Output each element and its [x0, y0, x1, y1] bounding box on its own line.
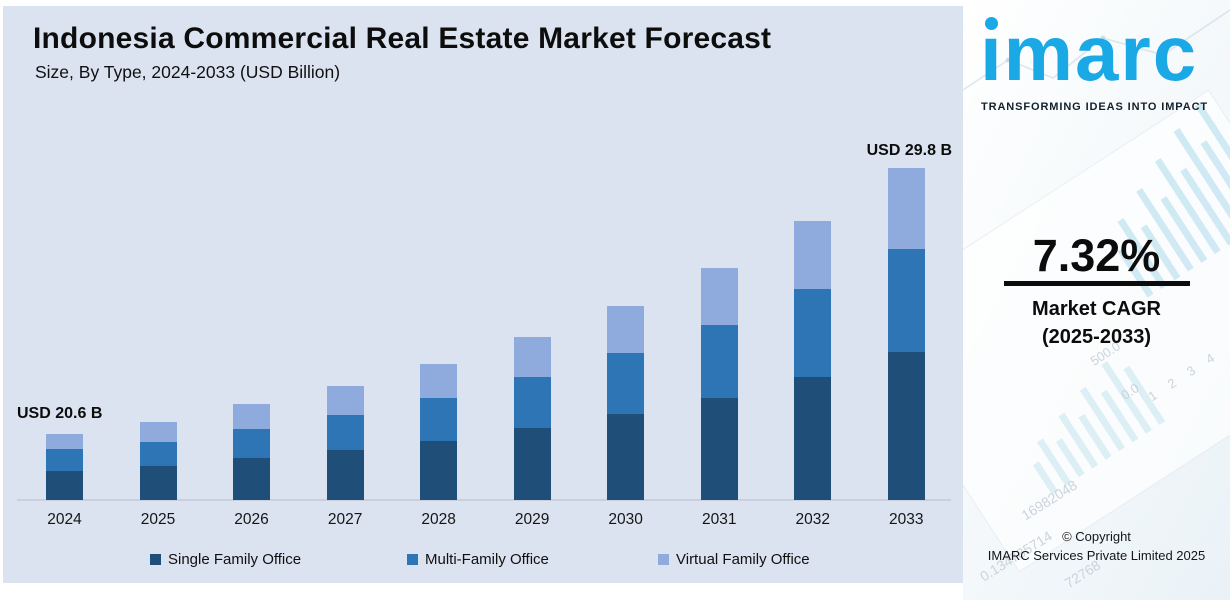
chart-subtitle: Size, By Type, 2024-2033 (USD Billion): [35, 62, 341, 82]
legend-label: Multi-Family Office: [425, 551, 549, 568]
x-axis-label-2027: 2027: [327, 511, 363, 528]
bar-2025: [139, 422, 177, 500]
x-axis-label-2026: 2026: [234, 511, 269, 528]
bar-segment-multi-family-office-2024: [46, 449, 83, 471]
bar-2030: [607, 306, 645, 500]
bar-segment-single-family-office-2025: [139, 466, 177, 500]
bar-segment-single-family-office-2032: [794, 377, 832, 500]
x-axis-label-2025: 2025: [140, 511, 176, 528]
bar-segment-multi-family-office-2029: [513, 377, 551, 428]
bar-segment-virtual-family-office-2030: [607, 306, 645, 353]
bar-segment-single-family-office-2033: [887, 352, 925, 500]
bar-segment-virtual-family-office-2027: [326, 386, 364, 415]
chart-section: Indonesia Commercial Real Estate Market …: [3, 6, 963, 583]
bar-2029: [513, 337, 551, 500]
cagr-period: (2025-2033): [1042, 326, 1151, 348]
legend-item-virtual-family-office: Virtual Family Office: [658, 551, 810, 568]
x-axis-label-2029: 2029: [514, 511, 550, 528]
legend-swatch-icon: [407, 554, 418, 565]
chart-title: Indonesia Commercial Real Estate Market …: [33, 22, 772, 55]
imarc-tagline: TRANSFORMING IDEAS INTO IMPACT: [981, 101, 1209, 113]
background-linechart-decoration: [963, 9, 1230, 91]
bar-segment-multi-family-office-2025: [139, 442, 177, 466]
imarc-logo-dot-icon: [985, 17, 998, 30]
legend-item-multi-family-office: Multi-Family Office: [407, 551, 549, 568]
brand-panel: 500.0 0.0 1 2 3 4 16982048 0.134785714 72768 …: [963, 0, 1230, 600]
legend-label: Single Family Office: [168, 551, 302, 568]
copyright-line1: © Copyright: [1062, 529, 1131, 544]
cagr-underline: [1003, 281, 1190, 286]
x-axis-label-2024: 2024: [47, 511, 82, 528]
x-axis-label-2033: 2033: [889, 511, 924, 528]
bar-segment-virtual-family-office-2024: [46, 434, 83, 449]
bar-segment-virtual-family-office-2032: [794, 221, 832, 289]
bar-2028: [420, 364, 458, 500]
bar-2033: [887, 168, 925, 500]
bar-segment-single-family-office-2028: [420, 441, 458, 500]
bar-segment-single-family-office-2024: [46, 471, 83, 500]
bar-segment-virtual-family-office-2025: [139, 422, 177, 442]
bar-2032: [794, 221, 832, 500]
bar-segment-multi-family-office-2026: [233, 429, 271, 458]
bar-2027: [326, 386, 364, 500]
bar-segment-virtual-family-office-2026: [233, 404, 271, 429]
bar-segment-virtual-family-office-2033: [887, 168, 925, 249]
copyright-line2: IMARC Services Private Limited 2025: [987, 548, 1206, 563]
x-axis-label-2032: 2032: [795, 511, 830, 528]
bar-segment-multi-family-office-2031: [700, 325, 738, 398]
bar-segment-single-family-office-2026: [233, 458, 271, 500]
value-label-2024: USD 20.6 B: [17, 405, 103, 422]
cagr-value: 7.32%: [1032, 230, 1161, 281]
bar-2026: [233, 404, 271, 500]
legend-swatch-icon: [658, 554, 669, 565]
value-label-2033: USD 29.8 B: [866, 142, 952, 159]
bar-segment-virtual-family-office-2028: [420, 364, 458, 398]
bar-segment-virtual-family-office-2029: [513, 337, 551, 377]
x-axis-line: [17, 499, 951, 501]
cagr-label: Market CAGR: [1032, 298, 1161, 320]
legend-swatch-icon: [150, 554, 161, 565]
legend-label: Virtual Family Office: [676, 551, 810, 568]
imarc-logo: ımarc: [980, 14, 1198, 92]
bar-segment-multi-family-office-2030: [607, 353, 645, 414]
plot-area: USD 20.6 B USD 29.8 B 2024 2025 2026 2027 20…: [3, 6, 963, 583]
bar-segment-single-family-office-2031: [700, 398, 738, 500]
bar-segment-virtual-family-office-2031: [700, 268, 738, 325]
x-axis-label-2031: 2031: [701, 511, 737, 528]
bar-segment-multi-family-office-2027: [326, 415, 364, 450]
bar-segment-multi-family-office-2033: [887, 249, 925, 352]
x-axis-label-2028: 2028: [421, 511, 456, 528]
bar-2031: [700, 268, 738, 500]
imarc-logo-wordmark: ımarc: [980, 9, 1199, 97]
bar-segment-single-family-office-2029: [513, 428, 551, 500]
legend-item-single-family-office: Single Family Office: [150, 551, 301, 568]
bar-segment-multi-family-office-2028: [420, 398, 458, 441]
bar-segment-single-family-office-2027: [326, 450, 364, 500]
bar-segment-multi-family-office-2032: [794, 289, 832, 377]
bar-2024: [46, 434, 83, 500]
bar-segment-single-family-office-2030: [607, 414, 645, 500]
x-axis-label-2030: 2030: [608, 511, 643, 528]
